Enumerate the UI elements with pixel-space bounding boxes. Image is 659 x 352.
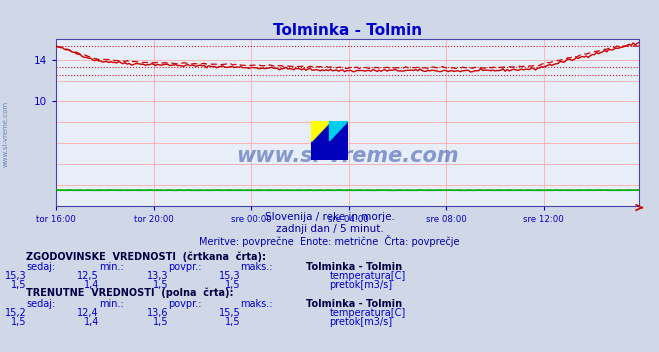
Text: min.:: min.: bbox=[99, 299, 124, 309]
Text: 1,5: 1,5 bbox=[11, 317, 26, 327]
Text: Meritve: povprečne  Enote: metrične  Črta: povprečje: Meritve: povprečne Enote: metrične Črta:… bbox=[199, 235, 460, 247]
Text: sedaj:: sedaj: bbox=[26, 262, 55, 272]
Text: pretok[m3/s]: pretok[m3/s] bbox=[330, 280, 393, 290]
Text: povpr.:: povpr.: bbox=[168, 262, 202, 272]
Text: pretok[m3/s]: pretok[m3/s] bbox=[330, 317, 393, 327]
Text: temperatura[C]: temperatura[C] bbox=[330, 308, 406, 318]
Polygon shape bbox=[312, 121, 330, 141]
Title: Tolminka - Tolmin: Tolminka - Tolmin bbox=[273, 23, 422, 38]
Text: 15,2: 15,2 bbox=[5, 308, 26, 318]
Text: sedaj:: sedaj: bbox=[26, 299, 55, 309]
Text: 1,5: 1,5 bbox=[152, 317, 168, 327]
Text: 1,5: 1,5 bbox=[11, 280, 26, 290]
Text: temperatura[C]: temperatura[C] bbox=[330, 271, 406, 282]
Text: 1,5: 1,5 bbox=[225, 280, 241, 290]
Text: TRENUTNE  VREDNOSTI  (polna  črta):: TRENUTNE VREDNOSTI (polna črta): bbox=[26, 288, 234, 298]
Text: 1,4: 1,4 bbox=[84, 280, 99, 290]
Text: 13,3: 13,3 bbox=[146, 271, 168, 282]
Text: min.:: min.: bbox=[99, 262, 124, 272]
Text: 1,5: 1,5 bbox=[152, 280, 168, 290]
Text: 13,6: 13,6 bbox=[146, 308, 168, 318]
Polygon shape bbox=[330, 121, 348, 141]
Text: maks.:: maks.: bbox=[241, 299, 273, 309]
Text: maks.:: maks.: bbox=[241, 262, 273, 272]
Text: Slovenija / reke in morje.: Slovenija / reke in morje. bbox=[264, 212, 395, 222]
Text: 12,5: 12,5 bbox=[77, 271, 99, 282]
Text: 1,5: 1,5 bbox=[225, 317, 241, 327]
Text: 15,3: 15,3 bbox=[5, 271, 26, 282]
Text: zadnji dan / 5 minut.: zadnji dan / 5 minut. bbox=[275, 224, 384, 234]
Text: Tolminka - Tolmin: Tolminka - Tolmin bbox=[306, 262, 403, 272]
Text: 12,4: 12,4 bbox=[77, 308, 99, 318]
Polygon shape bbox=[312, 121, 348, 160]
Text: www.si-vreme.com: www.si-vreme.com bbox=[2, 101, 9, 167]
Text: 1,4: 1,4 bbox=[84, 317, 99, 327]
Text: www.si-vreme.com: www.si-vreme.com bbox=[237, 146, 459, 166]
Text: Tolminka - Tolmin: Tolminka - Tolmin bbox=[306, 299, 403, 309]
Text: povpr.:: povpr.: bbox=[168, 299, 202, 309]
Text: 15,3: 15,3 bbox=[219, 271, 241, 282]
Text: ZGODOVINSKE  VREDNOSTI  (črtkana  črta):: ZGODOVINSKE VREDNOSTI (črtkana črta): bbox=[26, 251, 266, 262]
Text: 15,5: 15,5 bbox=[219, 308, 241, 318]
